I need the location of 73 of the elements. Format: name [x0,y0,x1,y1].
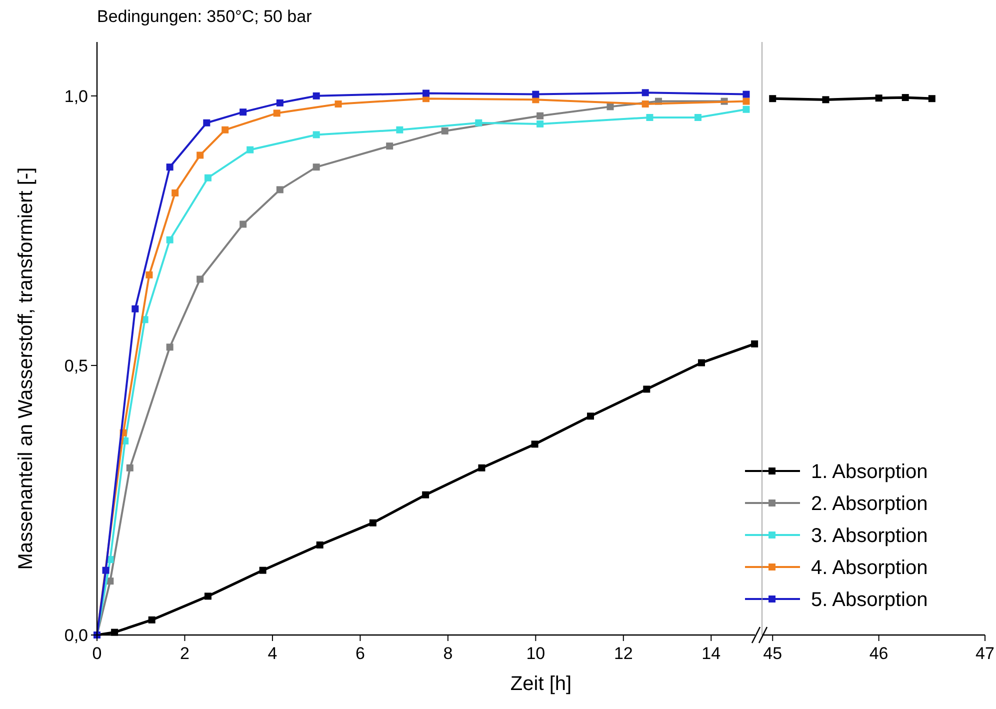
point [369,519,376,526]
legend-label: 3. Absorption [811,525,928,547]
chart-title: Bedingungen: 350°C; 50 bar [97,7,312,26]
point [606,103,614,110]
x-tick-label: 46 [869,644,888,663]
x-tick-label: 4 [268,644,278,663]
point [312,131,320,138]
point [126,464,134,472]
x-tick-label: 0 [92,644,102,663]
point [536,120,544,128]
point [240,220,247,228]
point [240,108,247,116]
point [316,541,324,548]
x-tick-label: 6 [355,644,365,663]
point [148,616,156,624]
point [246,146,254,154]
point [698,359,705,366]
point [422,491,430,498]
point [694,114,702,121]
point [204,174,212,182]
point [222,126,229,134]
y-tick-label: 1,0 [64,86,88,106]
point [146,271,153,278]
point [742,106,750,113]
point [742,98,750,105]
point [536,112,544,120]
point [102,566,110,574]
point [642,89,649,96]
y-axis-title: Massenanteil an Wasserstoff, transformiert [-] [15,167,37,570]
point [196,152,204,159]
x-axis-title: Zeit [h] [510,673,572,695]
x-tick-label: 14 [702,644,721,663]
x-tick-label: 12 [614,644,633,663]
point [475,119,482,126]
x-tick-label: 8 [443,644,453,663]
point [478,464,486,472]
point [312,164,320,171]
point [422,90,430,97]
y-tick-label: 0,0 [64,626,88,645]
point [396,126,404,134]
legend-label: 2. Absorption [811,493,928,515]
point [172,189,179,196]
point [273,110,280,117]
point [276,99,284,106]
point [532,90,540,98]
point [166,344,174,351]
legend-label: 4. Absorption [811,557,928,579]
x-tick-label: 45 [763,644,782,663]
x-tick-label: 10 [526,644,546,663]
point [166,236,174,244]
y-tick-label: 0,5 [64,356,88,376]
point [531,440,538,448]
point [196,276,204,283]
legend-label: 1. Absorption [811,461,928,483]
point [166,164,174,171]
point [642,100,649,108]
point [646,114,654,121]
point [259,566,266,574]
point [742,90,750,98]
point [203,119,210,126]
x-tick-label: 47 [976,644,994,663]
point [132,305,139,312]
x-tick-label: 2 [180,644,190,663]
legend-label: 5. Absorption [811,589,928,611]
point [386,142,394,150]
point [312,92,320,100]
point [204,592,212,600]
point [751,340,758,348]
point [643,386,650,393]
point [334,100,342,108]
point [276,186,284,194]
point [441,127,448,134]
point [587,412,594,420]
